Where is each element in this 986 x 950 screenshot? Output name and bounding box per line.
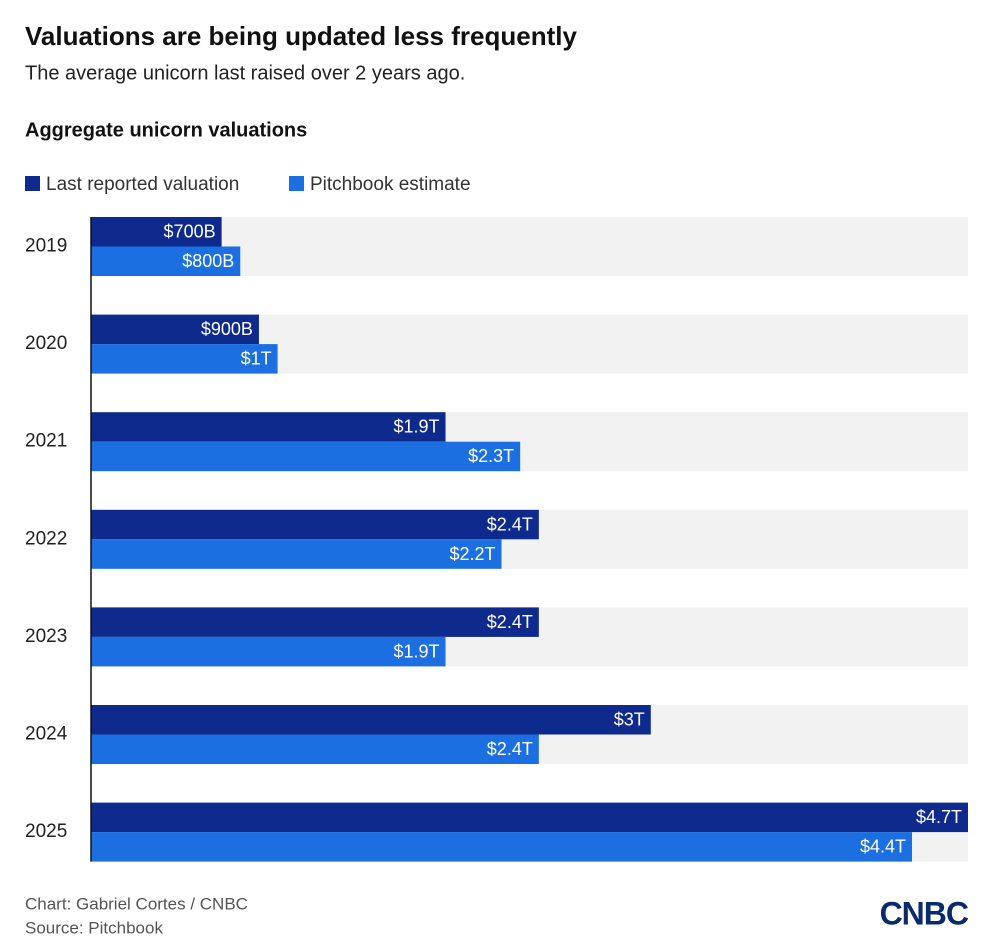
value-label: $2.3T [468,446,514,466]
chart-heading: Aggregate unicorn valuations [25,119,307,141]
legend-swatch [289,176,304,191]
bar [91,441,521,472]
value-label: $4.7T [916,807,962,827]
bar [91,607,539,637]
value-label: $2.4T [487,612,533,632]
bar [91,412,446,442]
bar [91,539,502,569]
value-label: $3T [614,710,645,730]
bar [91,636,446,667]
value-label: $2.2T [449,544,495,564]
y-tick-label: 2021 [25,431,67,452]
credit: Chart: Gabriel Cortes / CNBC [25,894,248,913]
value-label: $700B [164,222,216,242]
bar [91,734,539,764]
value-label: $1T [241,349,272,369]
value-label: $2.4T [487,514,533,534]
bar [91,246,241,276]
value-label: $2.4T [487,739,533,759]
y-tick-label: 2022 [25,528,67,549]
legend-swatch [25,176,40,191]
value-label: $1.9T [394,641,440,661]
value-label: $800B [182,251,234,271]
source: Source: Pitchbook [25,918,163,937]
bar [91,509,539,540]
value-label: $900B [201,319,253,339]
value-label: $4.4T [860,837,906,857]
bar [91,314,259,345]
legend-label: Pitchbook estimate [310,174,471,195]
bar [91,802,968,833]
chart-subtitle: The average unicorn last raised over 2 y… [25,62,465,84]
y-tick-label: 2020 [25,333,67,354]
bar [91,217,222,247]
bar [91,705,651,735]
chart-title: Valuations are being updated less freque… [25,21,577,51]
logo: CNBC [880,895,969,931]
y-tick-label: 2019 [25,236,67,257]
y-tick-label: 2023 [25,626,67,647]
legend-label: Last reported valuation [46,174,239,195]
y-tick-label: 2025 [25,821,67,842]
bar [91,344,278,374]
value-label: $1.9T [394,417,440,437]
y-tick-label: 2024 [25,724,68,745]
bar [91,832,913,862]
